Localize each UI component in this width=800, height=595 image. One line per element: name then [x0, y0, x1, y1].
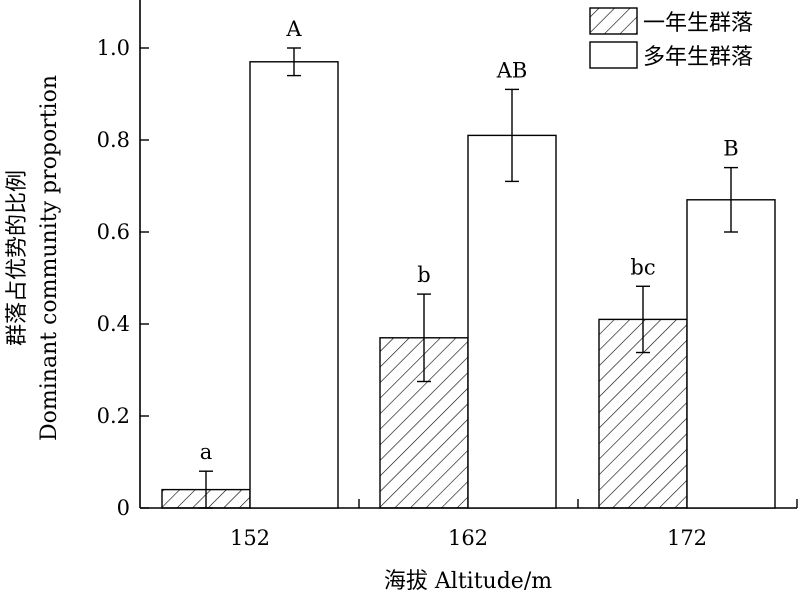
y-tick-label: 0.4 [97, 312, 130, 336]
y-tick-label: 0.6 [97, 220, 130, 244]
significance-letter: A [285, 17, 302, 41]
legend-swatch-annual [589, 7, 638, 35]
bars [161, 61, 776, 509]
significance-letter: b [417, 263, 430, 287]
x-tick-label: 172 [667, 526, 707, 550]
y-ticks: 0 0.2 0.4 0.6 0.8 1.0 [97, 36, 149, 520]
error-bars [199, 47, 738, 509]
significance-letters: a b bc A AB B [200, 17, 739, 464]
bar-perennial [249, 61, 339, 509]
legend-label-annual: 一年生群落 [643, 11, 753, 36]
legend: 一年生群落 多年生群落 [589, 7, 753, 70]
y-tick-label: 1.0 [97, 36, 130, 60]
x-tick-label: 162 [448, 526, 488, 550]
y-tick-label: 0.2 [97, 404, 130, 428]
significance-letter: bc [630, 255, 655, 279]
significance-letter: B [723, 137, 738, 161]
bar-perennial [467, 134, 557, 509]
y-axis-label-en: Dominant community proportion [37, 75, 62, 441]
y-tick-label: 0.8 [97, 128, 130, 152]
x-axis-label: 海拔 Altitude/m [384, 569, 552, 594]
y-axis-label-cn: 群落占优势的比例 [5, 170, 30, 346]
x-ticks: 152 162 172 [230, 499, 798, 550]
y-tick-label: 0 [117, 496, 130, 520]
significance-letter: AB [496, 58, 528, 82]
legend-label-perennial: 多年生群落 [643, 45, 753, 70]
significance-letter: a [200, 440, 213, 464]
bar-perennial [686, 199, 776, 509]
x-tick-label: 152 [230, 526, 270, 550]
legend-swatch-perennial [589, 41, 638, 69]
